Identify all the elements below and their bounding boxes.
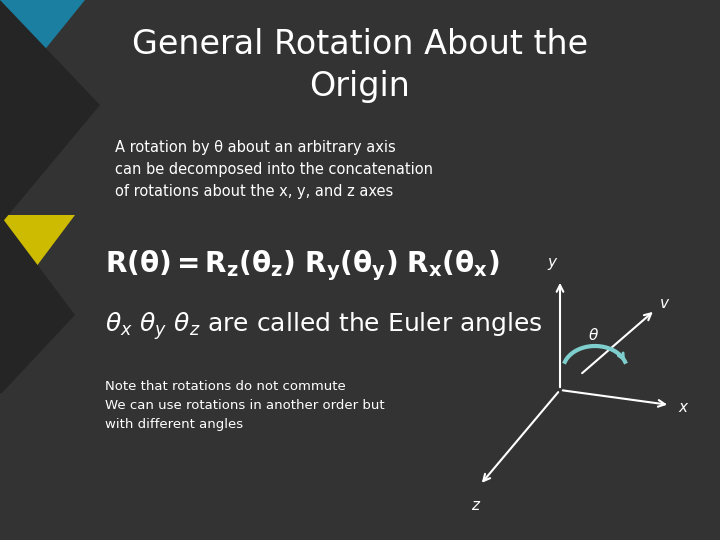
Text: General Rotation About the: General Rotation About the [132,28,588,61]
Polygon shape [0,305,60,395]
Text: Origin: Origin [310,70,410,103]
Polygon shape [0,95,85,225]
Text: z: z [471,498,479,513]
Text: $\theta$: $\theta$ [588,327,599,343]
Polygon shape [0,215,75,395]
Polygon shape [0,0,100,225]
Text: x: x [678,401,687,415]
Polygon shape [0,215,75,315]
Text: $\mathbf{R(\theta) = R_z(\theta_z)\ R_y(\theta_y)\ R_x(\theta_x)}$: $\mathbf{R(\theta) = R_z(\theta_z)\ R_y(… [105,248,500,282]
Text: y: y [547,255,557,270]
Text: $\theta_x\ \theta_y\ \theta_z\ $are called the Euler angles: $\theta_x\ \theta_y\ \theta_z\ $are call… [105,310,543,342]
Text: Note that rotations do not commute
We can use rotations in another order but
wit: Note that rotations do not commute We ca… [105,380,384,431]
Text: v: v [660,295,669,310]
Text: A rotation by θ about an arbitrary axis
can be decomposed into the concatenation: A rotation by θ about an arbitrary axis … [115,140,433,199]
Polygon shape [0,0,85,105]
